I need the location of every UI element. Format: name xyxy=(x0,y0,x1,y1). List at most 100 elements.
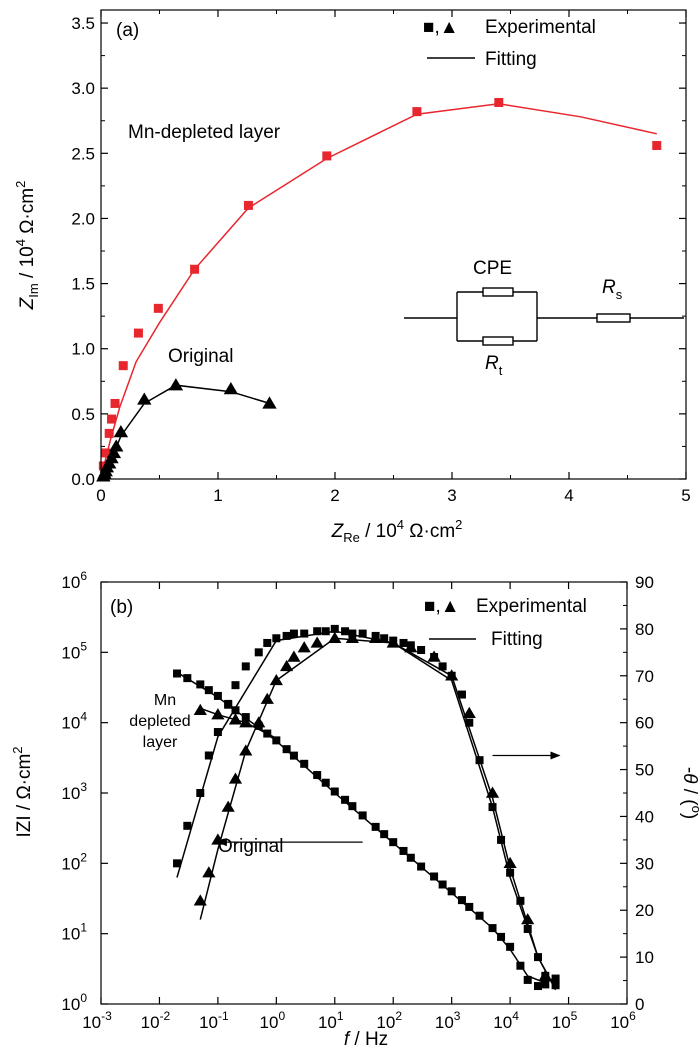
point-original xyxy=(109,439,124,452)
point-original-phase xyxy=(462,706,476,718)
point-mn-depleted-layer-z xyxy=(497,932,506,941)
panel-b-ticks: 10-3 10-2 10-1 100 101 102 103 104 105 1061001011… xyxy=(61,569,654,1032)
point-mn-depleted-layer-phase xyxy=(263,638,272,647)
point-mn-depleted-layer-phase xyxy=(330,624,339,633)
point-mn-depleted-layer-z xyxy=(465,902,474,911)
panel-a-y-tick-label: 1.5 xyxy=(71,275,95,294)
circuit-cpe-label: CPE xyxy=(473,258,512,279)
point-mn-depleted-layer-phase xyxy=(254,648,263,657)
point-mn-depleted-layer-z xyxy=(475,911,484,920)
panel-a-x-tick-label: 5 xyxy=(681,486,690,505)
point-mn-depleted xyxy=(98,461,108,471)
point-mn-depleted-layer-z xyxy=(551,974,560,983)
panel-b-x-tick-label: 101 xyxy=(318,1009,344,1032)
annotation-b-depleted: depleted xyxy=(129,713,190,730)
point-mn-depleted-layer-z xyxy=(457,896,466,905)
point-mn-depleted-layer-z xyxy=(204,686,213,695)
point-mn-depleted-layer-z xyxy=(231,706,240,715)
point-original-phase xyxy=(260,692,274,704)
fit-line-mn-depleted-layer-phase xyxy=(176,630,557,991)
point-original-z xyxy=(193,703,207,715)
legend-b-fitting: Fitting xyxy=(491,629,543,650)
panel-a-x-tick-label: 2 xyxy=(330,486,339,505)
panel-a-y-tick-label: 3.5 xyxy=(71,14,95,33)
cpe-element xyxy=(482,287,514,297)
panel-a-y-tick-label: 2.0 xyxy=(71,209,95,228)
panel-a-x-tick-label: 0 xyxy=(96,486,105,505)
panel-b-right-y-tick-label: 80 xyxy=(635,620,654,639)
point-mn-depleted xyxy=(107,414,117,424)
point-original-phase xyxy=(445,669,459,681)
point-mn-depleted-layer-z xyxy=(272,736,281,745)
point-mn-depleted xyxy=(412,107,422,117)
point-mn-depleted xyxy=(190,264,200,274)
point-mn-depleted-layer-phase xyxy=(300,629,309,638)
circuit-rt-label: Rt xyxy=(485,353,503,378)
point-mn-depleted-layer-phase xyxy=(241,662,250,671)
panel-a-y-axis-title: ZIm / 104 Ω·cm2 xyxy=(13,181,41,311)
point-mn-depleted-layer-z xyxy=(417,862,426,871)
panel-b-left-y-tick-label: 101 xyxy=(61,921,87,944)
point-mn-depleted-layer-phase xyxy=(272,634,281,643)
point-original-phase xyxy=(239,744,253,756)
panel-b-right-y-tick-label: 30 xyxy=(635,854,654,873)
point-original-phase xyxy=(369,631,383,643)
panel-b-x-tick-label: 106 xyxy=(610,1009,636,1032)
point-original-z xyxy=(228,713,243,725)
panel-b-label: (b) xyxy=(110,597,133,618)
point-mn-depleted-layer-z xyxy=(406,853,415,862)
point-mn-depleted-layer-phase xyxy=(399,638,408,647)
point-original xyxy=(223,382,239,395)
point-original-phase xyxy=(538,969,552,981)
point-mn-depleted-layer-phase xyxy=(289,629,298,638)
panel-a-y-tick-label: 0.5 xyxy=(71,405,95,424)
panel-b-right-y-tick-label: 50 xyxy=(635,761,654,780)
point-mn-depleted-layer-phase xyxy=(341,627,350,636)
panel-a-legend: ■,▲ Experimental Fitting xyxy=(423,17,596,70)
panel-b-x-tick-label: 100 xyxy=(260,1009,286,1032)
point-mn-depleted-layer-z xyxy=(438,880,447,889)
circuit-rs-label: Rs xyxy=(602,277,623,302)
panel-b-x-tick-label: 10-3 xyxy=(82,1009,112,1032)
panel-b-x-axis-title: f / Hz xyxy=(344,1029,388,1050)
point-mn-depleted-layer-z xyxy=(380,830,389,839)
point-original xyxy=(262,396,277,409)
point-mn-depleted-layer-phase xyxy=(551,981,560,990)
point-mn-depleted-layer-z xyxy=(447,887,456,896)
point-mn-depleted-layer-phase xyxy=(438,662,447,671)
point-original-phase xyxy=(503,856,517,869)
point-mn-depleted-layer-phase xyxy=(231,681,240,690)
panel-b-right-y-tick-label: 10 xyxy=(635,948,654,967)
legend-b-experimental: Experimental xyxy=(476,596,587,617)
fit-line-original-phase xyxy=(199,637,552,981)
panel-a-x-axis-title: ZRe / 104 Ω·cm2 xyxy=(331,517,463,545)
panel-a-data xyxy=(96,97,662,482)
panel-a-ticks: 0 1 2 3 4 5 0.0 0.5 1.0 1.5 2.0 2.5 3.0 3.5 xyxy=(71,10,691,505)
point-mn-depleted-layer-z xyxy=(516,961,525,970)
point-mn-depleted-layer-z xyxy=(541,980,550,989)
fit-line-mn-depleted xyxy=(100,103,657,477)
panel-b-right-y-tick-label: 40 xyxy=(635,807,654,826)
point-original-phase xyxy=(202,866,216,878)
point-original-phase xyxy=(485,786,500,798)
panel-b-left-y-tick-label: 106 xyxy=(61,569,87,592)
point-mn-depleted-layer-phase xyxy=(213,728,222,737)
point-mn-depleted xyxy=(101,448,111,458)
point-original-phase xyxy=(345,631,359,643)
point-mn-depleted-layer-z xyxy=(488,924,497,933)
panel-b-left-y-tick-label: 103 xyxy=(61,780,87,803)
point-mn-depleted-layer-phase xyxy=(204,751,213,760)
panel-b-x-tick-label: 103 xyxy=(435,1009,461,1032)
point-mn-depleted-layer-phase xyxy=(506,868,515,877)
point-mn-depleted-layer-z xyxy=(389,838,398,847)
legend-b-markers: ■,▲ xyxy=(424,596,460,617)
point-mn-depleted-layer-z xyxy=(523,975,532,984)
fit-line-original xyxy=(100,384,270,480)
point-original-phase xyxy=(328,631,342,643)
point-mn-depleted-layer-phase xyxy=(488,803,497,812)
panel-b-left-y-tick-label: 102 xyxy=(61,850,87,873)
point-mn-depleted-layer-z xyxy=(313,771,322,780)
point-original-phase xyxy=(404,641,418,653)
point-mn-depleted-layer-phase xyxy=(417,645,426,654)
panel-a-y-tick-label: 2.5 xyxy=(71,144,95,163)
